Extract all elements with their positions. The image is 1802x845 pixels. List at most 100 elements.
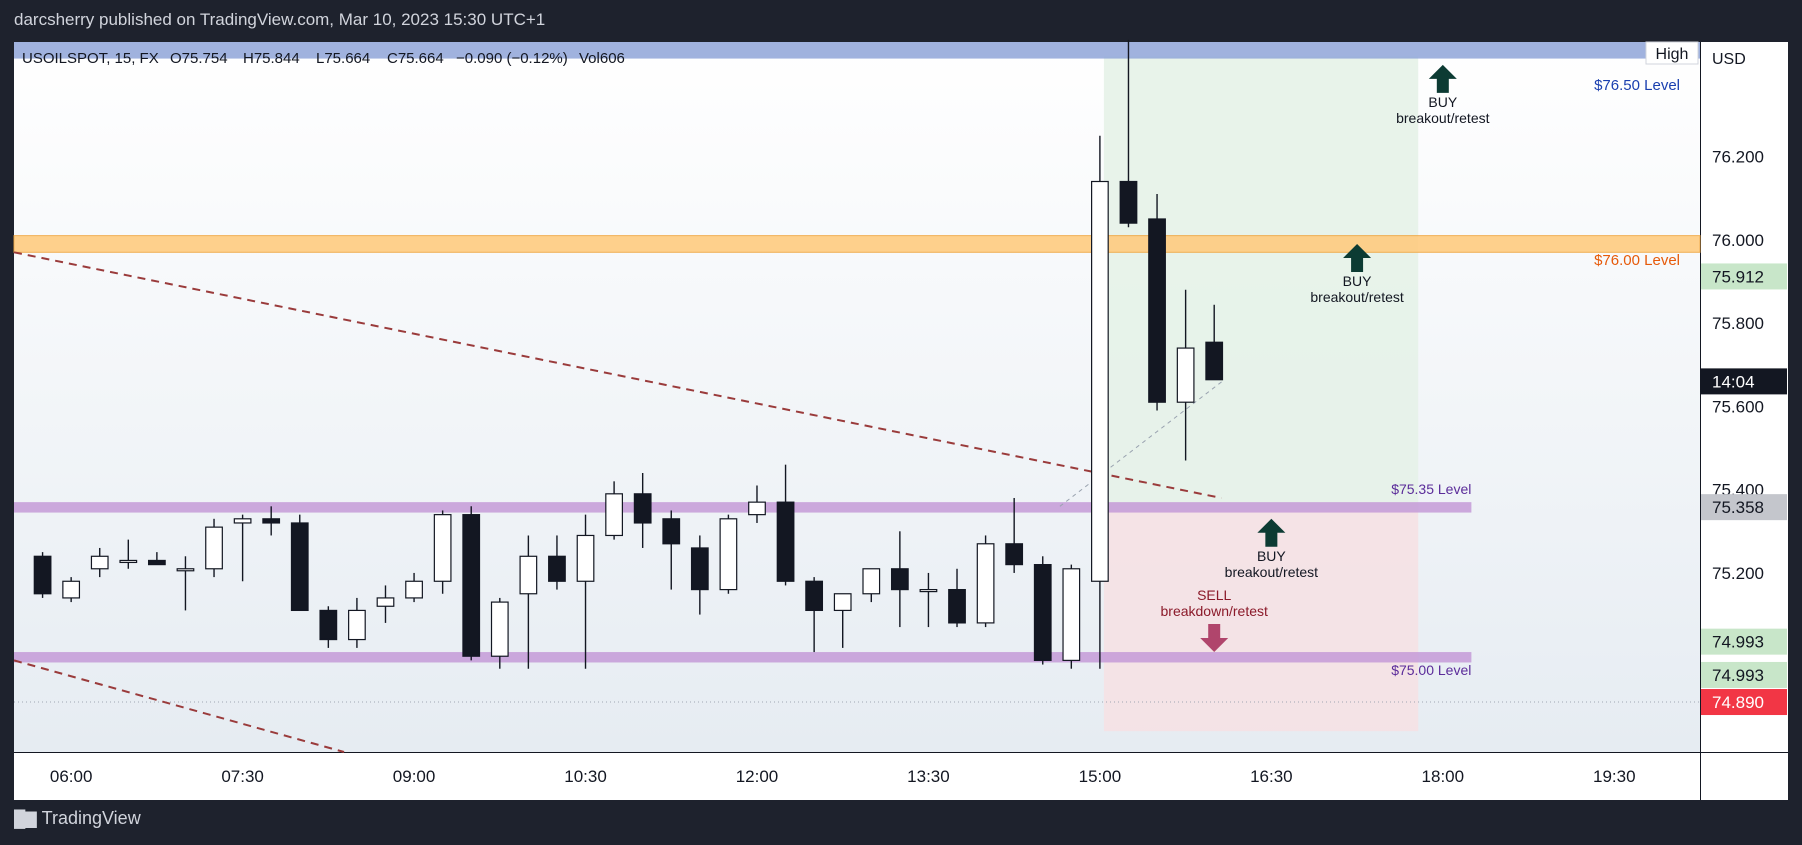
- level-label: $75.35 Level: [1391, 481, 1471, 497]
- candle: [548, 535, 566, 590]
- chart-area[interactable]: $76.50 Level $76.00 Level $75.35 Level $75.…: [0, 38, 1802, 800]
- candle-body: [976, 543, 995, 624]
- candle: [605, 481, 623, 540]
- signal-title: BUY: [1428, 94, 1457, 110]
- candle: [62, 577, 81, 603]
- candle-body: [719, 518, 738, 591]
- candle-body: [1148, 218, 1166, 403]
- trend-line-lower: [13, 659, 345, 753]
- candle: [748, 485, 766, 523]
- candle: [1119, 39, 1138, 228]
- x-tick-label: 10:30: [564, 767, 607, 786]
- candle: [948, 568, 966, 628]
- candle: [462, 506, 481, 661]
- candle-body: [833, 593, 852, 612]
- price-badge-bg: [1701, 494, 1787, 521]
- up-arrow-icon: [1257, 518, 1286, 547]
- candle-body: [290, 522, 309, 612]
- price-badge-bg: [1701, 263, 1787, 290]
- zone-75-00: [14, 652, 1472, 663]
- candle: [119, 539, 138, 569]
- candle-body: [62, 580, 81, 599]
- price-badge: 74.993: [1701, 661, 1787, 688]
- y-tick-label: 75.200: [1712, 564, 1764, 583]
- candle-body: [90, 555, 109, 570]
- projection-line: [1059, 380, 1223, 507]
- zone-76-50: [14, 42, 1700, 59]
- candle: [1091, 135, 1109, 669]
- ohlc-legend: USOILSPOT, 15, FX O75.754 H75.844 L75.664 C7…: [22, 50, 625, 67]
- candle: [519, 535, 538, 669]
- candle-body: [890, 568, 909, 591]
- candle-body: [176, 568, 195, 572]
- candle: [833, 593, 852, 648]
- candle: [976, 535, 995, 628]
- candle-body: [948, 588, 966, 624]
- candle: [376, 585, 395, 623]
- price-chart[interactable]: $76.50 Level $76.00 Level $75.35 Level $75.…: [0, 38, 1802, 800]
- zone-75-35: [14, 502, 1472, 513]
- legend-volume: Vol606: [579, 50, 625, 67]
- high-label-box: [1645, 41, 1699, 65]
- candle-body: [662, 518, 681, 545]
- price-badge: 74.993: [1701, 628, 1787, 655]
- signal-subtitle: breakdown/retest: [1161, 603, 1269, 619]
- candle: [319, 606, 338, 648]
- candle-body: [919, 588, 938, 593]
- x-tick-label: 06:00: [50, 767, 93, 786]
- level-label: $76.00 Level: [1594, 252, 1680, 269]
- candle: [1205, 304, 1224, 381]
- candle: [776, 464, 795, 586]
- level-label: $76.50 Level: [1594, 77, 1680, 94]
- candle: [233, 514, 252, 582]
- legend-change: −0.090 (−0.12%): [456, 50, 568, 67]
- candle-body: [690, 547, 709, 591]
- candle: [490, 597, 509, 669]
- candle-body: [1205, 341, 1224, 381]
- candle: [290, 514, 309, 612]
- brand-name[interactable]: TradingView: [41, 808, 141, 828]
- price-badge: 75.358: [1701, 494, 1787, 521]
- candle-body: [862, 568, 881, 595]
- candle: [90, 547, 109, 578]
- level-label: $75.00 Level: [1391, 662, 1471, 678]
- candle: [662, 510, 681, 590]
- x-tick-label: 15:00: [1079, 767, 1122, 786]
- candle-body: [119, 559, 138, 564]
- up-arrow-icon: [1428, 64, 1457, 93]
- candle: [719, 514, 738, 594]
- candle: [433, 510, 452, 594]
- y-tick-label: 76.200: [1712, 148, 1764, 167]
- price-badge: 75.912: [1701, 263, 1787, 290]
- candle-body: [319, 609, 338, 641]
- signal-title: BUY: [1343, 273, 1372, 289]
- legend-high: H75.844: [243, 50, 300, 67]
- y-tick-label: 75.800: [1712, 314, 1764, 333]
- high-label-text: High: [1656, 46, 1689, 63]
- zone-76-00: [13, 235, 1701, 253]
- candle: [576, 514, 595, 669]
- candle-body: [1091, 180, 1109, 582]
- candle-body: [205, 526, 223, 570]
- price-badge-text: 75.358: [1712, 498, 1764, 517]
- candle-body: [348, 609, 366, 641]
- signal-title: BUY: [1257, 548, 1286, 564]
- tradingview-logo-icon[interactable]: █▇: [14, 810, 37, 828]
- short-position-zone: [1103, 510, 1419, 732]
- candle: [862, 568, 881, 603]
- candle: [690, 535, 709, 615]
- down-arrow-icon: [1200, 624, 1229, 653]
- candle: [205, 518, 223, 578]
- x-tick-label: 19:30: [1593, 767, 1636, 786]
- candle-body: [462, 514, 481, 657]
- candle: [348, 597, 366, 648]
- legend-close: C75.664: [387, 50, 444, 67]
- publisher-line: darcsherry published on TradingView.com,…: [14, 10, 546, 29]
- x-tick-label: 09:00: [393, 767, 436, 786]
- price-badge-text: 74.890: [1712, 693, 1764, 712]
- y-tick-label: 76.000: [1712, 231, 1764, 250]
- legend-symbol: USOILSPOT, 15, FX: [22, 50, 159, 67]
- candle-body: [262, 518, 281, 524]
